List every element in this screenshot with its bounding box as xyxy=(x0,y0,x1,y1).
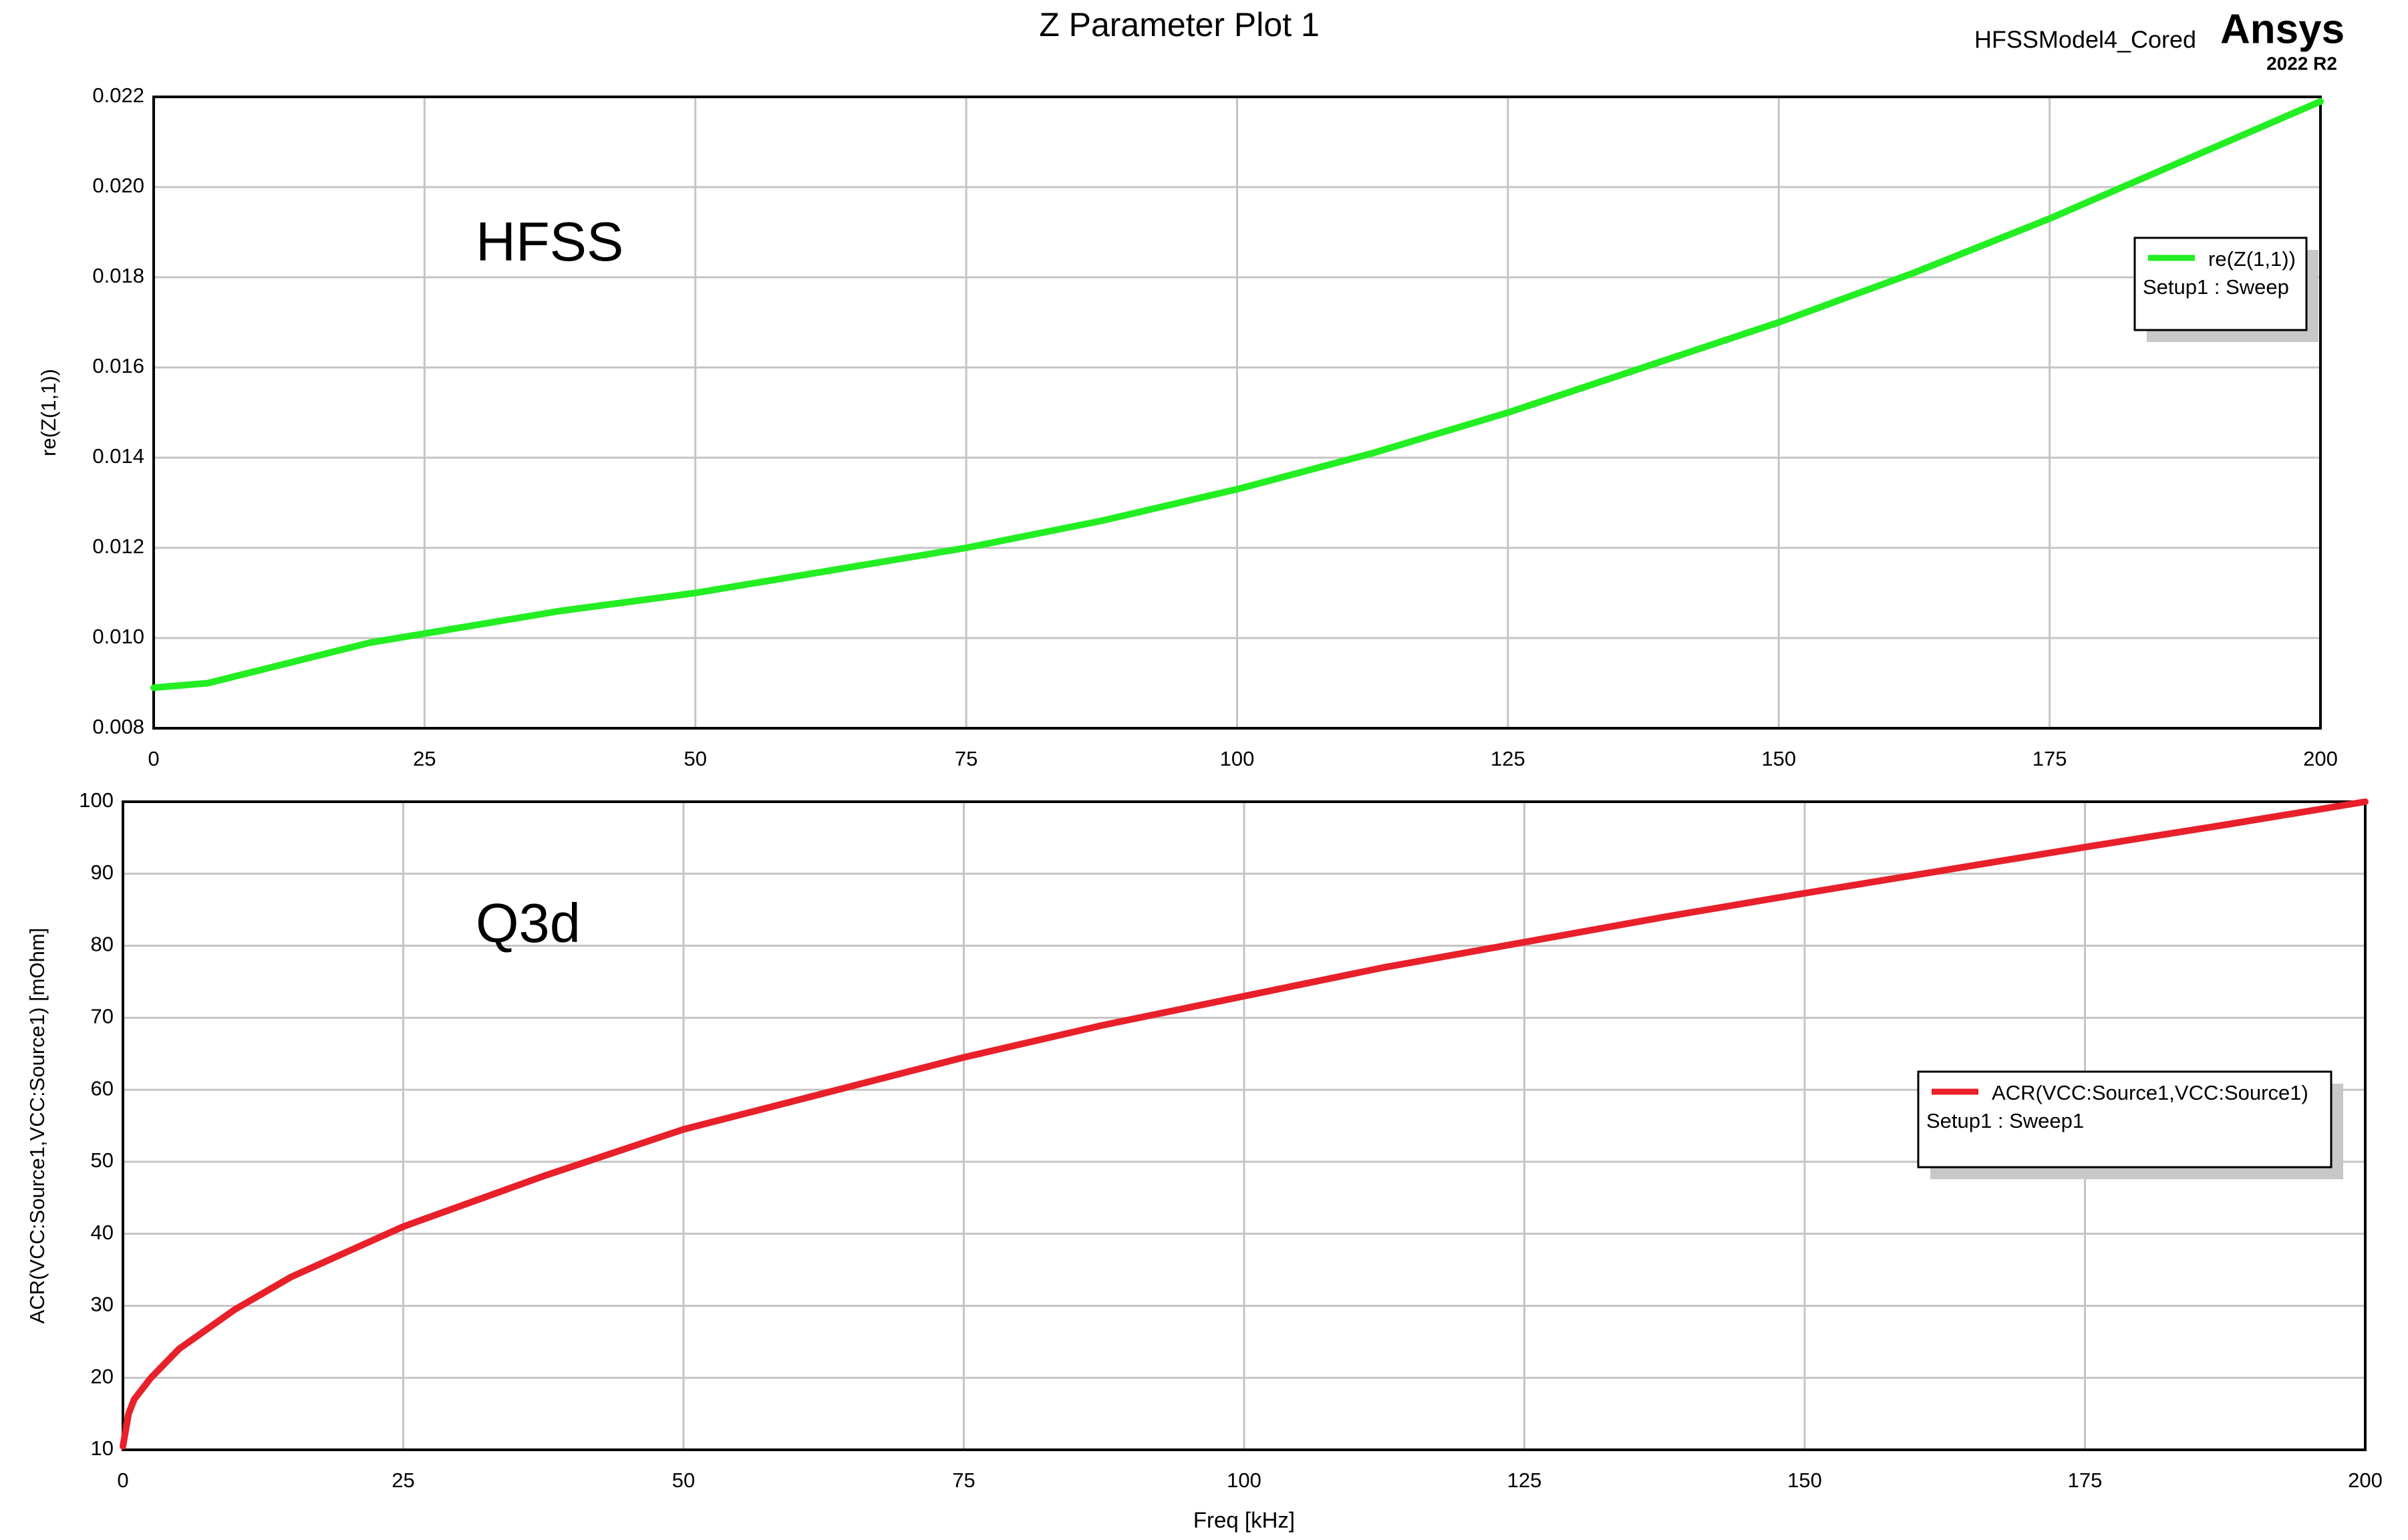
x-tick-label: 175 xyxy=(2033,747,2067,770)
x-tick-label: 0 xyxy=(148,747,159,770)
legend-label: re(Z(1,1)) xyxy=(2208,247,2296,271)
x-tick-label: 150 xyxy=(1761,747,1796,770)
x-tick-label: 50 xyxy=(684,747,707,770)
x-tick-label: 50 xyxy=(672,1469,695,1492)
y-tick-label: 0.012 xyxy=(92,534,144,558)
y-tick-label: 0.016 xyxy=(92,354,144,377)
x-tick-label: 125 xyxy=(1491,747,1525,770)
x-tick-label: 150 xyxy=(1787,1469,1822,1492)
y-tick-label: 0.008 xyxy=(92,715,144,738)
x-tick-label: 175 xyxy=(2068,1469,2103,1492)
y-tick-label: 60 xyxy=(91,1076,114,1100)
x-tick-label: 25 xyxy=(392,1469,414,1492)
annotation: 2022 R2 xyxy=(2266,53,2337,73)
y-tick-label: 0.022 xyxy=(92,84,144,107)
annotation: Q3d xyxy=(476,892,581,954)
legend-solution: Setup1 : Sweep xyxy=(2143,275,2289,299)
x-tick-label: 25 xyxy=(413,747,436,770)
y-tick-label: 0.014 xyxy=(92,444,144,468)
y-tick-label: 0.020 xyxy=(92,174,144,197)
x-tick-label: 125 xyxy=(1507,1469,1542,1492)
y-tick-label: 70 xyxy=(91,1005,114,1028)
annotation: Ansys xyxy=(2220,6,2345,52)
x-tick-label: 200 xyxy=(2348,1469,2383,1492)
x-axis-label: Freq [kHz] xyxy=(1193,1508,1295,1533)
y-tick-label: 50 xyxy=(91,1148,114,1172)
x-tick-label: 0 xyxy=(117,1469,128,1492)
plot-frame xyxy=(122,800,2367,1451)
y-tick-label: 100 xyxy=(79,788,114,812)
y-tick-label: 0.010 xyxy=(92,625,144,648)
legend-solution: Setup1 : Sweep1 xyxy=(1926,1109,2084,1132)
legend xyxy=(1917,1070,2332,1169)
x-tick-label: 100 xyxy=(1227,1469,1261,1492)
y-tick-label: 20 xyxy=(91,1364,114,1388)
y-tick-label: 10 xyxy=(91,1436,114,1460)
legend-label: ACR(VCC:Source1,VCC:Source1) xyxy=(1992,1081,2308,1104)
legend xyxy=(2133,237,2308,331)
x-tick-label: 200 xyxy=(2303,747,2338,770)
y-tick-label: 30 xyxy=(91,1293,114,1316)
y-tick-label: 80 xyxy=(91,933,114,956)
x-tick-label: 75 xyxy=(952,1469,975,1492)
annotation: HFSSModel4_Cored xyxy=(1974,26,2196,53)
annotation: HFSS xyxy=(476,210,623,273)
y-tick-label: 40 xyxy=(91,1221,114,1244)
x-tick-label: 100 xyxy=(1220,747,1255,770)
y-axis-label: ACR(VCC:Source1,VCC:Source1) [mOhm] xyxy=(25,928,49,1324)
plot-title: Z Parameter Plot 1 xyxy=(1039,6,1320,43)
y-axis-label: re(Z(1,1)) xyxy=(37,369,60,456)
data-line xyxy=(120,798,2369,1450)
plot-frame xyxy=(152,96,2322,730)
y-tick-label: 0.018 xyxy=(92,264,144,287)
y-tick-label: 90 xyxy=(91,861,114,884)
data-line xyxy=(150,98,2324,691)
x-tick-label: 75 xyxy=(955,747,977,770)
